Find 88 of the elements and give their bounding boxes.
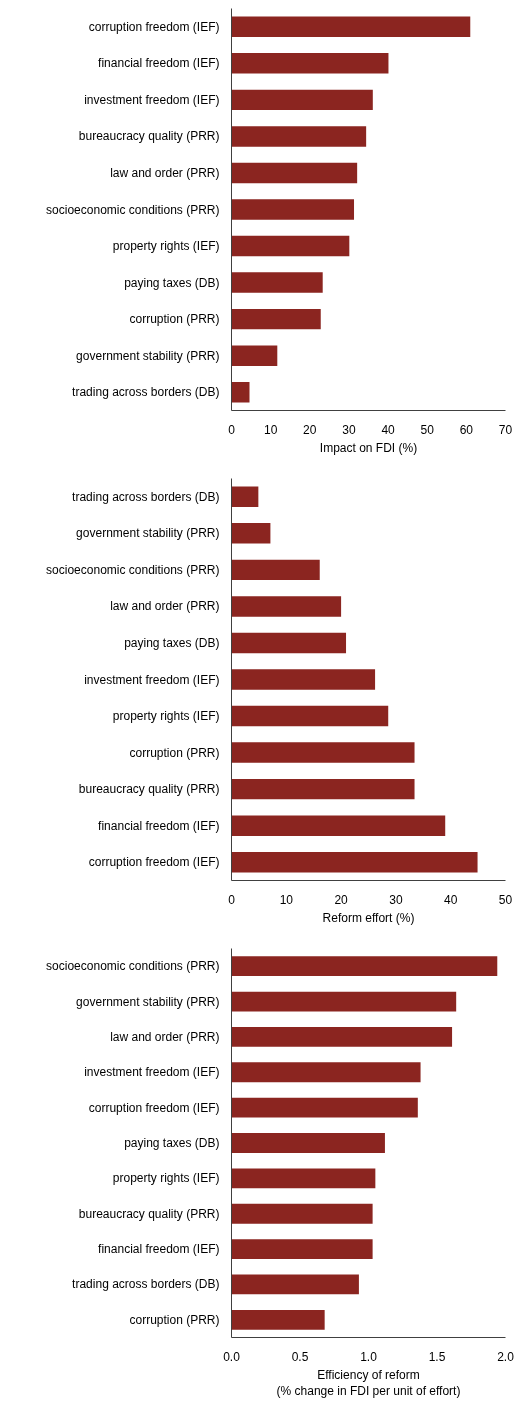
x-tick-label: 20 [334,892,349,907]
bar [231,381,250,403]
x-tick-label: 1.5 [428,1349,446,1364]
y-tick-label: trading across borders (DB) [72,1277,220,1292]
y-tick-label: bureaucracy quality (PRR) [78,129,220,144]
bar [231,523,271,544]
y-tick-label: trading across borders (DB) [72,385,220,400]
y-tick-label: investment freedom (IEF) [84,672,220,687]
y-tick-label: financial freedom (IEF) [98,818,220,833]
y-tick-label: government stability (PRR) [76,994,220,1009]
y-tick-label: property rights (IEF) [112,1171,220,1186]
y-tick-label: paying taxes (DB) [124,1136,220,1150]
bar [231,53,389,74]
y-tick-label: corruption freedom (IEF) [88,855,220,870]
y-tick-label: law and order (PRR) [110,1029,220,1044]
x-tick-label: 40 [381,422,396,437]
y-tick-label: government stability (PRR) [76,526,220,541]
x-tick-label: 50 [498,892,513,907]
bar [231,1027,453,1047]
bar [231,1239,373,1259]
y-tick-label: bureaucracy quality (PRR) [78,782,220,797]
bar [231,1062,421,1083]
bar [231,1309,325,1330]
bar [231,559,320,581]
bar [231,705,389,727]
bar [231,199,355,220]
y-tick-label: bureaucracy quality (PRR) [78,1206,220,1221]
x-tick-label: 10 [263,422,278,437]
x-tick-label: 0.0 [223,1349,241,1364]
x-axis-title: Impact on FDI (%) [319,440,418,455]
x-tick-label: 30 [389,892,403,907]
y-tick-label: corruption (PRR) [129,312,220,327]
y-tick-label: socioeconomic conditions (PRR) [46,959,220,974]
y-tick-label: socioeconomic conditions (PRR) [46,202,220,217]
y-tick-label: financial freedom (IEF) [98,1242,220,1257]
bar [231,851,478,873]
x-tick-label: 0 [228,422,236,437]
y-tick-label: investment freedom (IEF) [84,92,220,107]
bar [231,235,350,257]
bar [231,89,373,111]
x-tick-label: 50 [420,422,435,437]
x-tick-label: 0 [228,892,236,907]
x-axis-title: Efficiency of reform (% change in FDI per unit of effort) [276,1367,461,1399]
y-tick-label: paying taxes (DB) [124,635,220,650]
y-tick-label: property rights (IEF) [112,239,220,254]
x-tick-label: 40 [444,892,458,907]
bar [231,742,415,763]
bar [231,669,376,690]
y-tick-label: corruption (PRR) [129,745,220,760]
bar [231,1168,376,1189]
x-tick-label: 0.5 [291,1349,309,1364]
y-tick-label: paying taxes (DB) [124,275,220,290]
y-tick-label: government stability (PRR) [76,348,220,363]
y-tick-label: law and order (PRR) [110,599,220,614]
y-tick-label: property rights (IEF) [112,709,220,724]
bar [231,778,415,800]
bar [231,1097,418,1118]
x-tick-label: 10 [279,892,294,907]
y-tick-label: corruption freedom (IEF) [88,19,220,34]
bar [231,1274,359,1295]
bar [231,956,498,977]
bar [231,1203,373,1224]
y-tick-label: corruption freedom (IEF) [88,1100,220,1115]
x-tick-label: 20 [303,422,317,437]
bar [231,596,342,617]
y-tick-label: trading across borders (DB) [72,489,220,504]
bar [231,1133,385,1153]
bar [231,308,321,330]
y-tick-label: corruption (PRR) [129,1312,220,1327]
x-tick-label: 70 [498,422,513,437]
bar [231,162,358,184]
bar [231,815,446,836]
y-tick-label: investment freedom (IEF) [84,1065,220,1080]
x-tick-label: 60 [459,422,474,437]
bar [231,345,278,366]
x-tick-label: 1.0 [360,1349,378,1364]
y-tick-label: law and order (PRR) [110,165,220,180]
bar [231,16,471,38]
x-tick-label: 2.0 [497,1349,514,1364]
bar [231,126,367,147]
bar [231,272,323,293]
bar [231,486,259,508]
bar [231,632,347,654]
y-tick-label: socioeconomic conditions (PRR) [46,562,220,577]
x-tick-label: 30 [342,422,356,437]
x-axis-title: Reform effort (%) [322,910,415,925]
bar [231,991,457,1012]
y-tick-label: financial freedom (IEF) [98,56,220,71]
